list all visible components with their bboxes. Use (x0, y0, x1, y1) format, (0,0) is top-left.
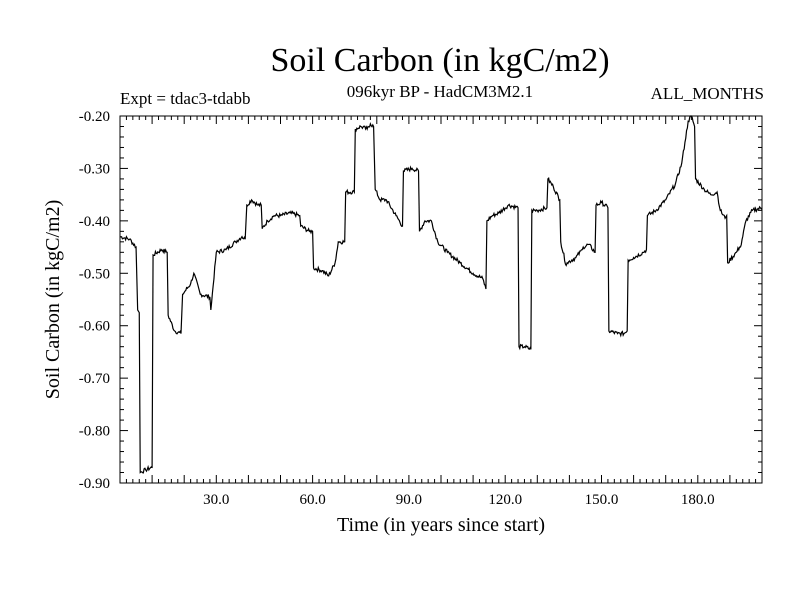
plot-frame (119, 115, 763, 484)
y-tick-label: -0.20 (79, 109, 110, 125)
series-line (119, 115, 763, 474)
x-tick-label: 60.0 (299, 492, 325, 508)
x-tick-label: 150.0 (585, 492, 619, 508)
y-tick-label: -0.30 (79, 161, 110, 177)
period-label: ALL_MONTHS (650, 84, 764, 103)
experiment-label: Expt = tdac3-tdabb (120, 89, 251, 108)
y-tick-label: -0.50 (79, 266, 110, 282)
x-tick-label: 90.0 (396, 492, 422, 508)
x-tick-label: 180.0 (681, 492, 715, 508)
chart-title: Soil Carbon (in kgC/m2) (270, 42, 610, 79)
y-tick-label: -0.40 (79, 214, 110, 230)
y-tick-label: -0.70 (79, 371, 110, 387)
y-axis-label: Soil Carbon (in kgC/m2) (42, 200, 64, 399)
axis-ticks (119, 115, 763, 484)
axis-tick-labels: 30.0 60.0 90.0 120.0 150.0 180.0 -0.20 -0.30 -0.… (79, 109, 715, 508)
y-tick-label: -0.80 (79, 424, 110, 440)
x-axis-label: Time (in years since start) (337, 514, 545, 536)
chart-subtitle: 096kyr BP - HadCM3M2.1 (346, 82, 534, 101)
y-tick-label: -0.90 (79, 476, 110, 492)
x-tick-label: 30.0 (203, 492, 229, 508)
x-tick-label: 120.0 (488, 492, 522, 508)
y-tick-label: -0.60 (79, 319, 110, 335)
